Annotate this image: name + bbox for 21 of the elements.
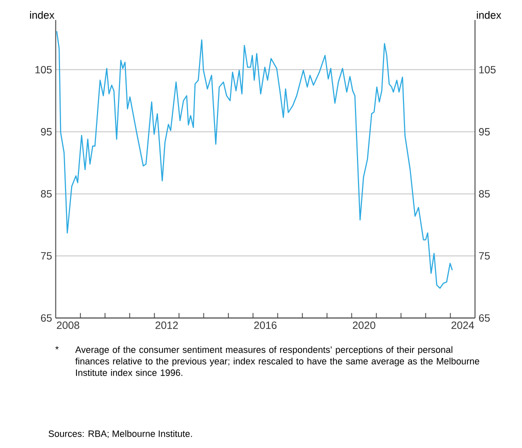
- x-tick-label: 2012: [156, 322, 178, 329]
- y-axis-title: index: [30, 11, 54, 19]
- x-tick-label: 2024: [452, 322, 474, 329]
- source-note: Sources: RBA; Melbourne Institute.: [48, 430, 192, 438]
- x-tick-label: 2008: [56, 322, 80, 329]
- text: Average of the consumer sentiment measures of respondents’ perceptions of their personal finances relative to the previous year; index rescaled to have the same average as the Melbourne Institute index since 1996.: [75, 346, 480, 376]
- y-tick-label: 105: [35, 66, 52, 74]
- y-tick-label: 75: [41, 252, 52, 260]
- x-tick-label: 2020: [352, 322, 376, 329]
- y2-axis-title: index: [476, 11, 502, 19]
- y-tick-label: 95: [40, 128, 52, 136]
- line-series: [56, 30, 453, 289]
- y2-tick-label: 105: [479, 66, 496, 74]
- x-tick-label: 2016: [254, 322, 277, 329]
- y-tick-label: 85: [40, 190, 52, 198]
- text: *: [55, 346, 59, 350]
- y2-tick-label: 75: [479, 252, 490, 260]
- y2-tick-label: 85: [478, 190, 490, 198]
- y2-tick-label: 65: [479, 314, 490, 322]
- y2-tick-label: 95: [479, 128, 490, 136]
- y-tick-label: 65: [41, 314, 52, 322]
